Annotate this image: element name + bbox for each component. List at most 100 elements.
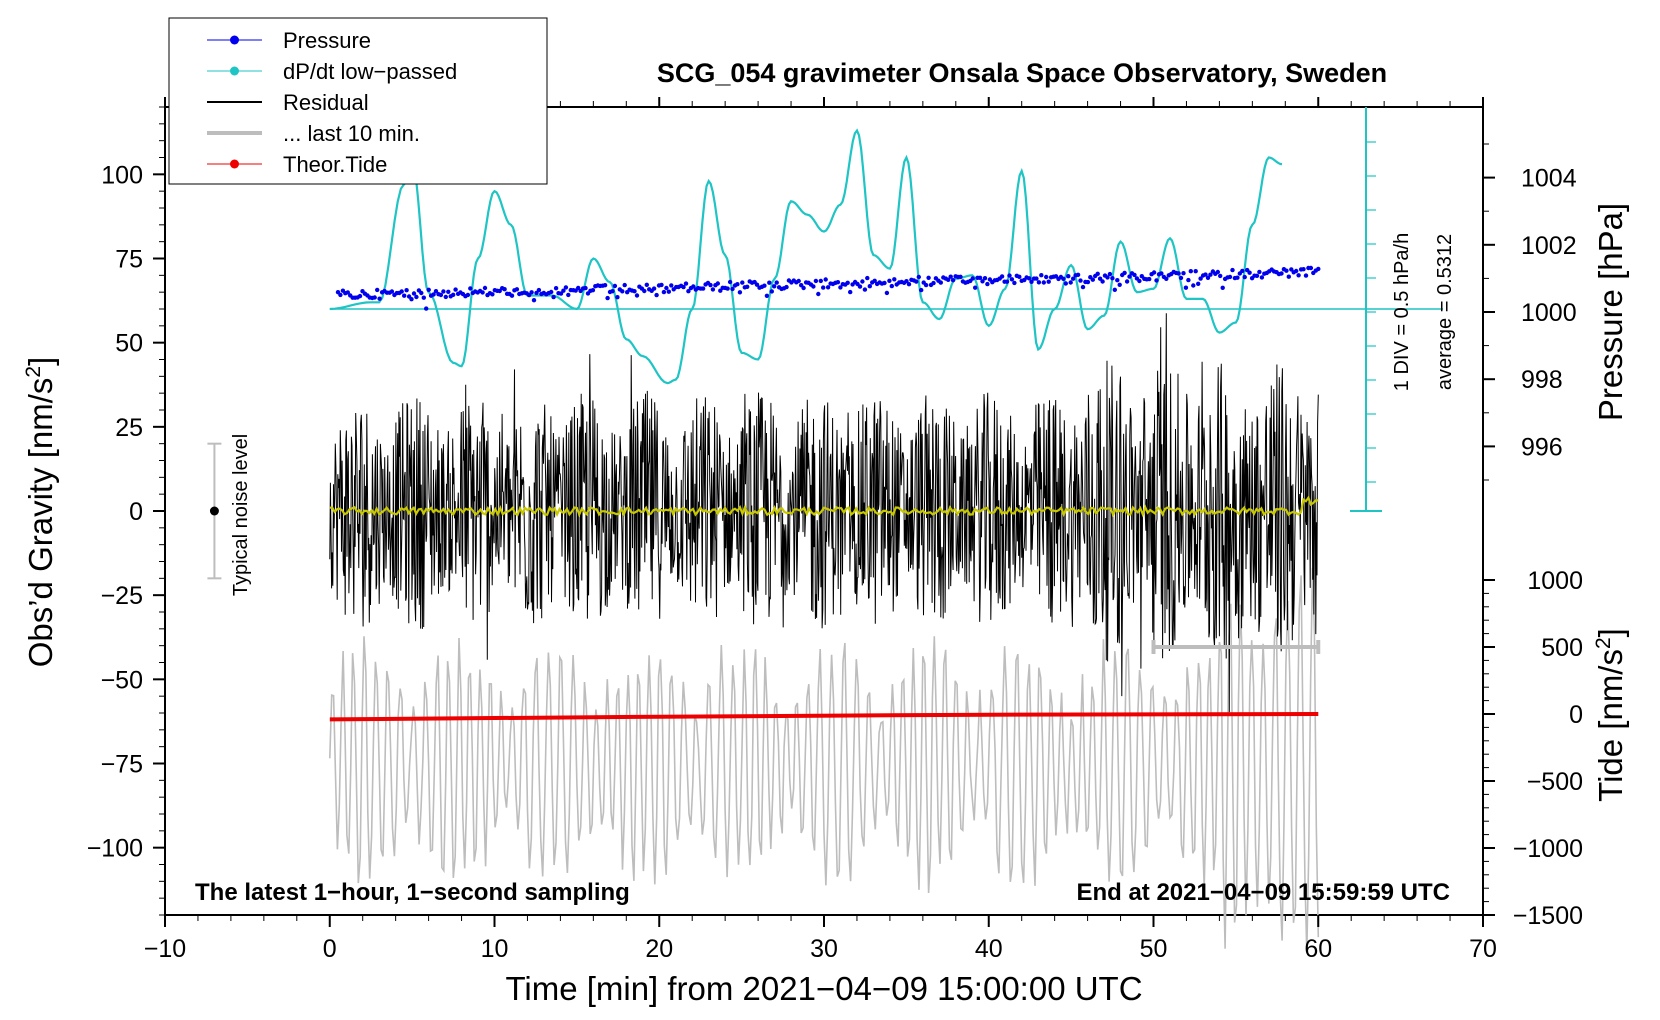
pressure-point	[1127, 274, 1132, 279]
pressure-point	[664, 285, 669, 291]
pressure-point	[1117, 282, 1122, 287]
x-tick-label: 70	[1469, 935, 1497, 963]
pressure-point	[1301, 267, 1306, 272]
pressure-point	[1220, 285, 1225, 290]
pressure-point	[1147, 276, 1152, 282]
pressure-point	[1044, 274, 1049, 280]
x-tick-label: 0	[323, 935, 337, 963]
pressure-point	[1112, 287, 1118, 292]
pressure-point	[882, 280, 887, 286]
pressure-point	[1259, 275, 1265, 280]
pressure-point	[411, 291, 417, 296]
pressure-point	[1100, 279, 1105, 284]
data-layer	[207, 107, 1443, 953]
pressure-point	[480, 290, 485, 295]
legend-swatch-dot	[230, 35, 239, 45]
axis-layer: −10 0 10 20 30 40 50 60 701007550250−25−50−75−10…	[87, 97, 1583, 963]
pressure-point	[811, 284, 816, 289]
x-tick-label: 10	[481, 935, 509, 963]
pressure-point	[1075, 272, 1081, 277]
end-time-annotation: End at 2021−04−09 15:59:59 UTC	[1076, 879, 1450, 906]
pressure-point	[1115, 278, 1120, 283]
pressure-point	[1257, 269, 1262, 275]
pressure-point	[872, 278, 877, 283]
pressure-point	[884, 290, 890, 296]
pressure-point	[389, 289, 395, 294]
pressure-point	[490, 292, 495, 297]
pressure-point	[497, 288, 502, 294]
pressure-point	[1215, 269, 1221, 275]
pressure-point	[446, 289, 451, 294]
pressure-point	[906, 282, 912, 287]
pressure-point	[1191, 283, 1196, 288]
pressure-point	[551, 294, 556, 300]
pressure-point	[1242, 274, 1247, 280]
pressure-point	[615, 295, 620, 300]
pressure-point	[642, 288, 647, 294]
legend-label: Residual	[283, 90, 369, 115]
pressure-point	[857, 284, 863, 289]
pressure-point	[1316, 266, 1321, 272]
pressure-point	[985, 281, 990, 287]
pressure-point	[375, 287, 380, 293]
pressure-tick-label: 1000	[1521, 299, 1577, 327]
tide-tick-label: 0	[1569, 701, 1583, 729]
pressure-point	[999, 274, 1005, 279]
pressure-point	[708, 282, 713, 288]
pressure-point	[1085, 279, 1091, 285]
pressure-point	[889, 283, 894, 289]
pressure-point	[414, 294, 419, 300]
pressure-point	[526, 292, 532, 298]
pressure-point	[725, 286, 730, 291]
pressure-point	[553, 286, 559, 291]
legend-label: Theor.Tide	[283, 152, 387, 177]
chart-title: SCG_054 gravimeter Onsala Space Observat…	[657, 58, 1387, 88]
pressure-point	[973, 285, 978, 290]
pressure-point	[345, 290, 350, 295]
pressure-point	[402, 293, 407, 298]
pressure-point	[441, 289, 446, 294]
pressure-point	[1230, 267, 1235, 273]
pressure-point	[948, 274, 953, 279]
pressure-point	[950, 278, 956, 283]
y-left-tick-label: −100	[87, 835, 143, 863]
pressure-point	[745, 284, 750, 289]
pressure-point	[531, 298, 537, 303]
pressure-point	[1240, 268, 1245, 274]
pressure-point	[424, 306, 429, 311]
pressure-point	[1017, 274, 1022, 279]
pressure-point	[1205, 275, 1211, 280]
pressure-point	[686, 289, 691, 294]
pressure-point	[1034, 276, 1039, 281]
pressure-point	[1009, 277, 1015, 282]
pressure-point	[404, 288, 409, 293]
pressure-point	[1151, 270, 1157, 275]
pressure-point	[1095, 271, 1100, 276]
pressure-point	[482, 285, 488, 291]
pressure-point	[977, 275, 983, 280]
pressure-point	[1208, 272, 1213, 277]
pressure-point	[1247, 270, 1252, 275]
y-left-tick-label: 75	[115, 246, 143, 274]
pressure-point	[605, 295, 610, 301]
pressure-point	[931, 280, 936, 286]
x-tick-label: 60	[1304, 935, 1332, 963]
pressure-point	[1254, 273, 1260, 278]
tide-tick-label: −1500	[1513, 902, 1583, 930]
y-left-tick-label: 25	[115, 414, 143, 442]
pressure-point	[357, 293, 363, 299]
pressure-series	[335, 265, 1321, 311]
pressure-point	[946, 277, 951, 282]
noise-level-label: Typical noise level	[230, 434, 252, 596]
pressure-point	[887, 278, 892, 283]
pressure-point	[958, 274, 963, 279]
y-left-axis-title: Obs’d Gravity [nm/s2]	[22, 357, 59, 668]
pressure-point	[737, 290, 743, 295]
pressure-point	[801, 285, 806, 291]
legend-swatch-dot	[230, 66, 239, 76]
y-left-tick-label: 0	[129, 498, 143, 526]
pressure-point	[576, 285, 581, 291]
pressure-point	[1303, 273, 1309, 278]
pressure-point	[1193, 269, 1198, 274]
pressure-point	[1080, 284, 1086, 290]
